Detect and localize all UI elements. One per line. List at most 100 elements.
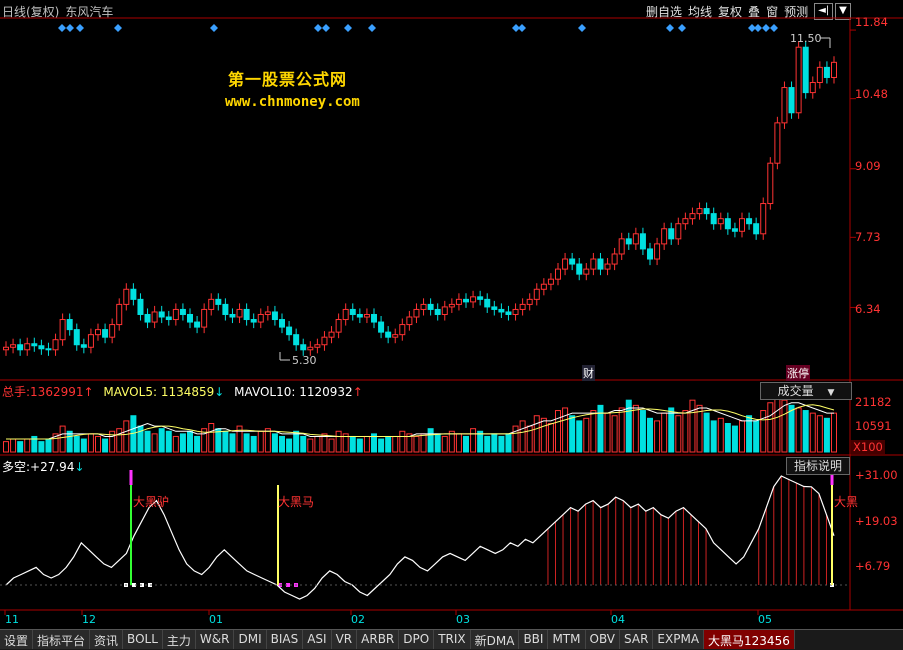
volume-total-value: 1362991 [30, 385, 84, 399]
signal-diamond-icon [66, 24, 74, 32]
candle-body [250, 319, 257, 323]
volume-bar [512, 425, 519, 453]
tab-6[interactable]: DMI [234, 630, 267, 649]
dropdown-arrow-icon[interactable]: ▼ [835, 3, 851, 20]
volume-bar [760, 410, 767, 453]
tab-16[interactable]: OBV [585, 630, 621, 649]
tab-13[interactable]: 新DMA [470, 630, 520, 649]
candle-body [229, 313, 236, 318]
tab-5[interactable]: W&R [195, 630, 235, 649]
volume-bar [767, 402, 774, 453]
window-button[interactable]: 窗 [766, 5, 779, 19]
volume-bar [505, 433, 512, 453]
candle-body [300, 344, 307, 351]
volume-bar [45, 438, 52, 453]
candle-body [569, 258, 576, 265]
volume-bar [165, 430, 172, 453]
tab-8[interactable]: ASI [303, 630, 332, 649]
candle-body [399, 324, 406, 336]
month-label-03: 03 [456, 613, 470, 626]
signal-diamond-icon [666, 24, 674, 32]
volume-bar [356, 438, 363, 453]
volume-bar [731, 425, 738, 453]
remove-favorite-button[interactable]: 删自选 [646, 5, 683, 19]
candle-body [455, 298, 462, 305]
candle-body [172, 308, 179, 321]
volume-bar [24, 438, 31, 453]
tab-7[interactable]: BIAS [266, 630, 304, 649]
month-label-12: 12 [82, 613, 96, 626]
indicator-label: 多空: [2, 460, 31, 474]
candle-body [470, 296, 477, 303]
price-tick-2: 10.48 [855, 87, 888, 101]
signal-diamonds [58, 24, 778, 32]
candle-body [356, 313, 363, 318]
tab-19[interactable]: 大黑马123456 [704, 630, 795, 649]
volume-bar [498, 435, 505, 453]
signal-diamond-icon [578, 24, 586, 32]
tab-1[interactable]: 指标平台 [33, 630, 91, 649]
candle-body [279, 319, 285, 328]
volume-bar [632, 404, 639, 453]
volume-bar [753, 420, 760, 453]
tab-4[interactable]: 主力 [162, 630, 196, 649]
candle-body [547, 278, 554, 285]
volume-bar [399, 430, 406, 453]
candle-body [639, 233, 646, 250]
tab-3[interactable]: BOLL [123, 630, 163, 649]
volume-bar [52, 433, 59, 453]
up-arrow-icon-2: ↑ [352, 385, 363, 399]
volume-bar [448, 430, 455, 453]
volume-bar [739, 420, 745, 453]
indicator-header: 多空:+27.94↓ [2, 458, 85, 475]
indicator-help-button[interactable]: 指标说明 [786, 457, 850, 475]
tab-18[interactable]: EXPMA [653, 630, 705, 649]
low-price-label: 5.30 [292, 354, 317, 367]
tab-10[interactable]: ARBR [357, 630, 400, 649]
candle-body [328, 331, 335, 338]
price-tick-1: 11.84 [855, 15, 888, 29]
finance-badge[interactable]: 财 [582, 365, 595, 381]
volume-bar [774, 397, 781, 453]
volume-bar [187, 430, 193, 453]
candle-body [307, 346, 314, 351]
volume-bar [3, 441, 9, 453]
volume-selector[interactable]: 成交量 ▼ [760, 382, 852, 400]
news-badge[interactable]: 涨停 [786, 365, 810, 381]
candle-body [80, 344, 87, 348]
candle-body [165, 316, 172, 321]
volume-bar [519, 420, 526, 453]
tab-12[interactable]: TRIX [434, 630, 471, 649]
candle-body [208, 298, 215, 310]
tab-17[interactable]: SAR [620, 630, 654, 649]
tab-9[interactable]: VR [331, 630, 358, 649]
overlay-button[interactable]: 叠 [748, 5, 761, 19]
tab-2[interactable]: 资讯 [90, 630, 124, 649]
volume-bar [158, 428, 165, 453]
volume-bar [194, 435, 201, 453]
tab-0[interactable]: 设置 [0, 630, 34, 649]
candle-body [611, 253, 618, 265]
candle-body [675, 223, 682, 240]
tab-14[interactable]: BBI [519, 630, 549, 649]
period-label: 日线(复权) [2, 5, 60, 19]
forecast-button[interactable]: 预测 [784, 5, 809, 19]
candle-body [512, 308, 519, 315]
signal-diamond-icon [76, 24, 84, 32]
tab-15[interactable]: MTM [548, 630, 586, 649]
candle-body [257, 313, 264, 323]
candle-body [555, 268, 561, 280]
adjust-button[interactable]: 复权 [718, 5, 743, 19]
candle-body [647, 248, 653, 260]
collapse-arrow-icon[interactable]: ◄| [814, 3, 834, 20]
volume-bar [102, 438, 109, 453]
indicator-bars [124, 476, 834, 587]
mavol5-label: MAVOL5: [103, 385, 157, 399]
candle-body [731, 228, 738, 232]
volume-bar [271, 433, 278, 453]
volume-bar [831, 412, 837, 453]
candle-body [413, 308, 420, 318]
candle-body [363, 313, 370, 318]
moving-average-button[interactable]: 均线 [688, 5, 713, 19]
tab-11[interactable]: DPO [399, 630, 435, 649]
